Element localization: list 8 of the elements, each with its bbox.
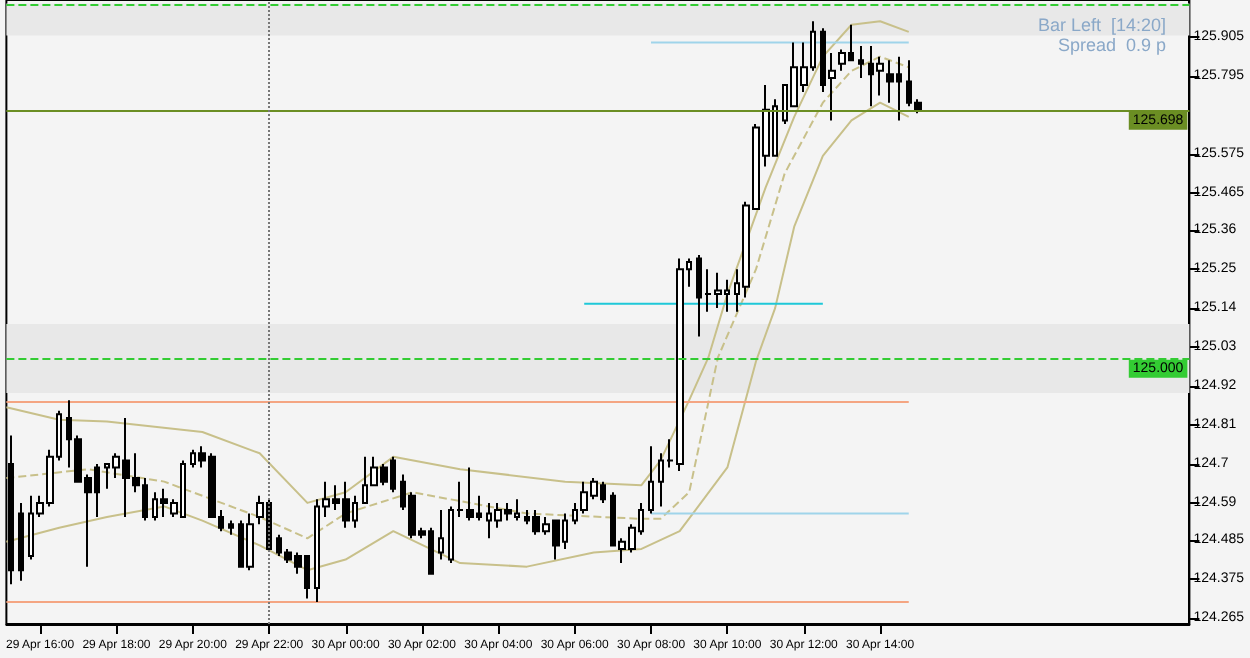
candlestick xyxy=(18,501,24,582)
candlestick xyxy=(228,519,234,536)
candlestick xyxy=(648,445,654,515)
candlestick xyxy=(438,508,444,561)
candlestick xyxy=(246,512,254,572)
candlestick xyxy=(858,45,864,79)
annotation: Spread 0.9 p xyxy=(1057,35,1167,55)
annotation: Bar Left [14:20] xyxy=(1037,15,1167,35)
